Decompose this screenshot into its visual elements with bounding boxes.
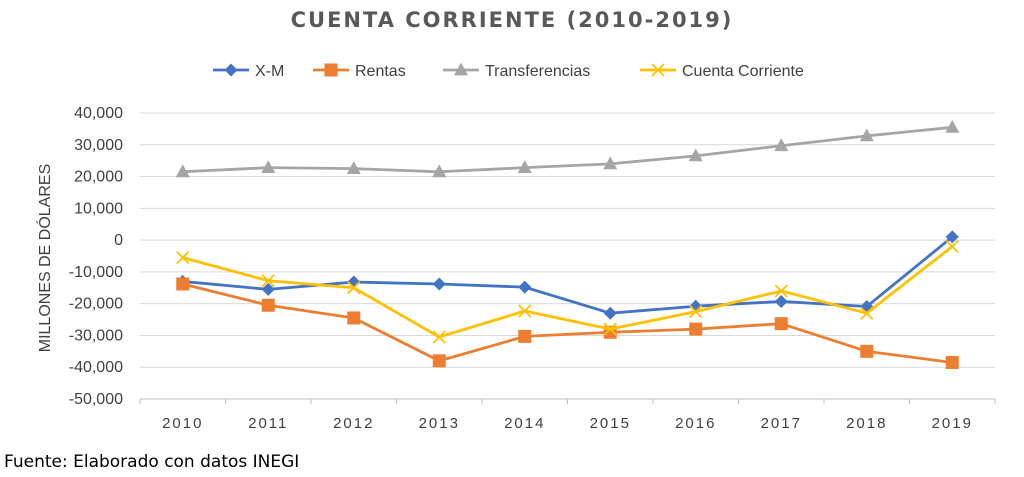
legend-swatch-marker-stroke-b xyxy=(651,63,665,77)
y-tick-label: -10,000 xyxy=(69,264,123,281)
data-point-square xyxy=(432,354,446,368)
y-tick-label: -30,000 xyxy=(69,327,123,344)
legend-label: Cuenta Corriente xyxy=(682,63,804,80)
data-point-x-stroke-b xyxy=(432,330,446,344)
data-point-x-stroke-b xyxy=(689,304,703,319)
data-point-x-stroke-b xyxy=(945,239,959,254)
data-point-x-stroke-b xyxy=(347,281,361,295)
x-tick-label: 2013 xyxy=(419,415,460,432)
legend-swatch-marker xyxy=(224,63,238,77)
legend-item: Transferencias xyxy=(443,62,590,80)
legend-item: Cuenta Corriente xyxy=(640,63,804,80)
data-point-x-stroke-b xyxy=(176,250,190,265)
data-point-x xyxy=(689,304,703,319)
data-point-x xyxy=(261,274,275,288)
x-tick-label: 2018 xyxy=(846,415,887,432)
x-tick-label: 2015 xyxy=(590,415,631,432)
data-point-triangle xyxy=(346,161,361,175)
data-point-triangle xyxy=(175,164,190,178)
series-layer xyxy=(175,119,960,369)
y-tick-label: 40,000 xyxy=(74,105,123,122)
y-axis-ticks: 40,000 30,000 20,000 10,000 0 -10,000 -20,000 -… xyxy=(69,105,123,408)
data-point-x xyxy=(518,304,532,318)
data-point-triangle xyxy=(859,128,874,142)
legend-swatch-marker xyxy=(651,63,665,77)
x-tick-label: 2016 xyxy=(675,415,716,432)
data-point-diamond xyxy=(261,282,275,296)
legend-label: X-M xyxy=(255,63,284,80)
data-point-x-stroke-b xyxy=(774,284,788,298)
data-point-square xyxy=(347,311,361,325)
y-tick-label: 10,000 xyxy=(74,200,123,217)
series-line xyxy=(181,235,954,315)
legend-label: Rentas xyxy=(355,63,406,80)
chart-title: CUENTA CORRIENTE (2010-2019) xyxy=(291,8,734,32)
data-point-x xyxy=(945,239,959,254)
data-point-square xyxy=(176,277,190,291)
data-point-square xyxy=(945,355,959,369)
y-tick-label: -40,000 xyxy=(69,359,123,376)
data-point-diamond xyxy=(432,277,446,291)
legend-swatch-marker xyxy=(324,63,338,77)
data-point-triangle xyxy=(688,148,703,162)
x-axis-ticks: 2010 2011 2012 2013 2014 2015 2016 2017 2018 2019 xyxy=(162,415,973,432)
y-tick-label: -50,000 xyxy=(69,391,123,408)
x-tick-label: 2011 xyxy=(248,415,288,432)
data-point-x xyxy=(774,284,788,298)
y-tick-label: 30,000 xyxy=(74,137,123,154)
series-line xyxy=(181,282,954,364)
data-point-square xyxy=(774,317,788,331)
data-point-x xyxy=(432,330,446,344)
data-point-diamond xyxy=(603,306,617,320)
source-note: Fuente: Elaborado con datos INEGI xyxy=(4,452,300,472)
data-point-triangle xyxy=(432,164,447,178)
data-point-x-stroke-b xyxy=(518,304,532,318)
data-point-x xyxy=(347,281,361,295)
data-point-square xyxy=(860,344,874,358)
x-tick-label: 2010 xyxy=(162,415,203,432)
x-tick-label: 2014 xyxy=(504,415,545,432)
legend-item: Rentas xyxy=(313,63,406,80)
data-point-triangle xyxy=(603,156,618,170)
data-point-square xyxy=(261,298,275,312)
legend-swatch-marker xyxy=(454,62,468,76)
legend-item: X-M xyxy=(213,63,284,80)
data-point-triangle xyxy=(945,119,960,133)
data-point-triangle xyxy=(774,138,789,152)
x-tick-label: 2017 xyxy=(761,415,802,432)
series-transferencias xyxy=(175,119,960,178)
data-point-x xyxy=(176,250,190,265)
y-tick-label: 20,000 xyxy=(74,169,123,186)
y-tick-label: -20,000 xyxy=(69,296,123,313)
data-point-x xyxy=(860,306,874,320)
data-point-triangle xyxy=(517,160,532,174)
data-point-diamond xyxy=(945,230,959,244)
data-point-x-stroke-b xyxy=(860,306,874,320)
legend: X-M Rentas Transferencias Cuenta Corriente xyxy=(213,62,804,80)
legend-label: Transferencias xyxy=(485,63,590,80)
data-point-x xyxy=(603,322,617,336)
data-point-triangle xyxy=(261,160,276,174)
y-tick-label: 0 xyxy=(114,232,123,249)
x-axis xyxy=(139,239,996,404)
x-tick-label: 2012 xyxy=(333,415,374,432)
series-line xyxy=(181,245,954,339)
data-point-square xyxy=(518,329,532,343)
y-axis-label: MILLONES DE DÓLARES xyxy=(35,164,54,353)
x-tick-label: 2019 xyxy=(932,415,973,432)
data-point-square xyxy=(689,322,703,336)
data-point-diamond xyxy=(518,280,532,294)
series-rentas xyxy=(176,277,959,369)
series-cuenta-corriente xyxy=(176,239,959,344)
data-point-x-stroke-b xyxy=(261,274,275,288)
data-point-x-stroke-b xyxy=(603,322,617,336)
series-line xyxy=(181,125,954,174)
data-point-diamond xyxy=(774,294,788,308)
